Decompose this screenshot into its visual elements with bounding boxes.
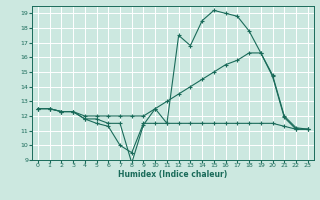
X-axis label: Humidex (Indice chaleur): Humidex (Indice chaleur) [118,170,228,179]
